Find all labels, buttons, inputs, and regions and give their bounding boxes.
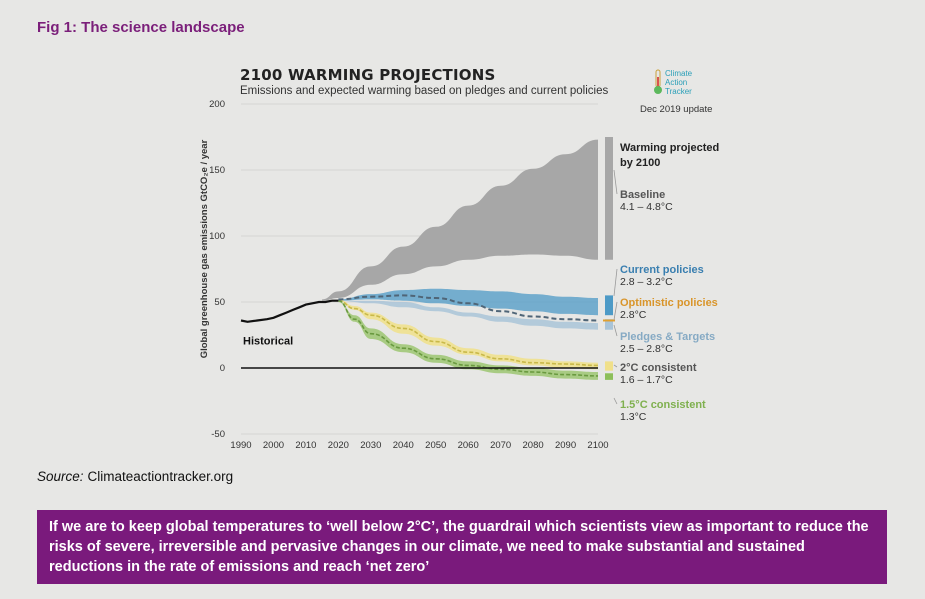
update-note: Dec 2019 update [640, 104, 713, 115]
chart-subtitle: Emissions and expected warming based on … [240, 85, 609, 97]
callout-text: If we are to keep global temperatures to… [49, 519, 869, 575]
source-text: Climateactiontracker.org [87, 469, 234, 484]
historical-line [240, 299, 339, 323]
logo-text: Climate Action Tracker [665, 69, 692, 96]
label-connector [613, 301, 618, 321]
two-degree-median-line [338, 299, 599, 367]
two-degree-range-bar [605, 361, 613, 371]
baseline-label: Baseline [620, 189, 665, 201]
pledges-range-label: 2.5 – 2.8°C [620, 343, 673, 355]
y-tick-label: 200 [209, 99, 225, 110]
one-five-label: 1.5°C consistent [620, 399, 706, 411]
warming-header: Warming projected [620, 142, 719, 154]
label-connector [613, 397, 618, 405]
source-line: Source: Climateactiontracker.org [37, 469, 233, 484]
x-tick-label: 2050 [425, 440, 446, 451]
x-tick-label: 2020 [328, 440, 349, 451]
x-tick-label: 2010 [295, 440, 316, 451]
logo-line: Action [665, 78, 688, 87]
optimistic-policies-line [338, 294, 599, 322]
source-prefix: Source: [37, 469, 84, 484]
current-policies-label: Current policies [620, 264, 704, 276]
baseline-range-label: 4.1 – 4.8°C [620, 201, 673, 213]
current-policies-range-bar [605, 295, 613, 316]
label-connector [613, 324, 618, 337]
climate-action-tracker-logo: Climate Action Tracker [652, 68, 722, 96]
optimistic-policies-range-label: 2.8°C [620, 309, 647, 321]
warming-projections-chart: -50 0 50 100 150 200 1990 2000 2010 2020 2030 2040 2… [199, 99, 719, 451]
x-tick-label: 2080 [523, 440, 544, 451]
optimistic-policies-label: Optimistic policies [620, 297, 718, 309]
optimistic-policies-range-bar [603, 319, 615, 322]
two-degree-label: 2°C consistent [620, 362, 697, 374]
pledges-label: Pledges & Targets [620, 331, 715, 343]
warming-header: by 2100 [620, 157, 660, 169]
thermometer-icon [654, 69, 662, 94]
one-five-median-line [338, 299, 599, 377]
label-connector [613, 169, 618, 195]
x-tick-label: 2000 [263, 440, 284, 451]
pledges-range-bar [605, 319, 613, 330]
baseline-band [322, 139, 598, 301]
x-tick-label: 2100 [587, 440, 608, 451]
y-tick-label: 100 [209, 231, 225, 242]
current-policies-range-label: 2.8 – 3.2°C [620, 276, 673, 288]
y-axis-label: Global greenhouse gas emissions GtCO₂e /… [199, 139, 210, 358]
x-tick-label: 2060 [458, 440, 479, 451]
one-five-range-label: 1.3°C [620, 411, 647, 423]
callout-box: If we are to keep global temperatures to… [37, 510, 887, 584]
y-tick-label: 50 [214, 297, 225, 308]
figure-label: Fig 1: The science landscape [37, 19, 245, 36]
pledges-band [338, 300, 598, 330]
chart-panel: 2100 WARMING PROJECTIONS Emissions and e… [196, 60, 741, 460]
label-connector [613, 364, 618, 368]
x-tick-label: 2070 [490, 440, 511, 451]
baseline-range-bar [605, 137, 613, 260]
logo-line: Tracker [665, 87, 692, 96]
logo-line: Climate [665, 69, 693, 78]
one-five-band [338, 300, 598, 380]
x-tick-label: 2090 [555, 440, 576, 451]
two-degree-range-label: 1.6 – 1.7°C [620, 374, 673, 386]
x-tick-label: 2030 [360, 440, 381, 451]
y-tick-label: 0 [220, 363, 225, 374]
chart-title: 2100 WARMING PROJECTIONS [240, 66, 496, 84]
two-degree-band [338, 299, 598, 370]
historical-label: Historical [243, 335, 293, 347]
y-tick-label: 150 [209, 165, 225, 176]
x-tick-label: 2040 [393, 440, 414, 451]
x-tick-label: 1990 [230, 440, 251, 451]
y-tick-label: -50 [211, 429, 225, 440]
label-connector [613, 268, 618, 297]
one-five-range-bar [605, 373, 613, 380]
